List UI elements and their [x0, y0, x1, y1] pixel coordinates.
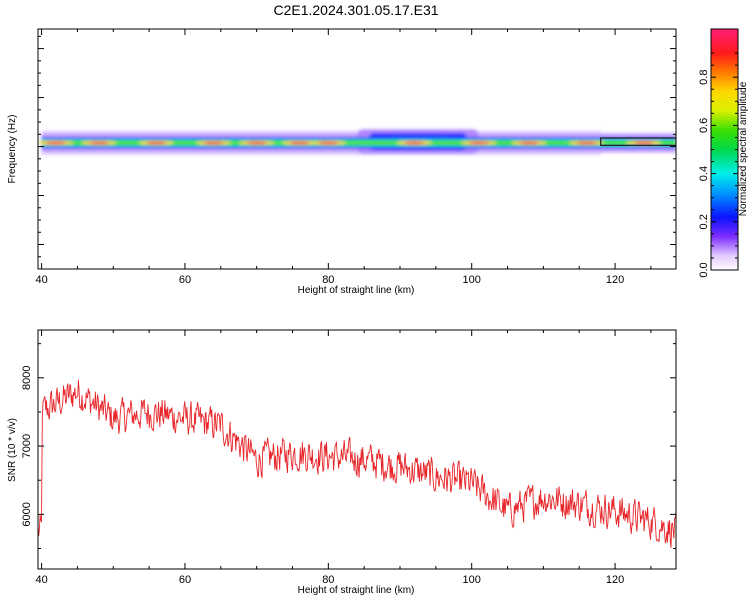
snr-axes [37, 329, 677, 570]
colorbar-gradient [711, 29, 738, 270]
colorbar: 0.0 0.2 0.4 0.6 0.8 Normalized spectral ampl… [698, 28, 749, 278]
band-peak [519, 141, 540, 145]
snr-tick-labels: 40 60 80 100 120 8000 7000 6000 [21, 366, 624, 586]
spectrogram-y-axis-label: Frequency (Hz) [7, 115, 18, 184]
colorbar-tick-label: 0.2 [698, 214, 710, 229]
x-tick-label: 80 [322, 274, 334, 286]
band-core-inner [41, 140, 676, 145]
snr-y-axis-label: SNR (10 * v/v) [7, 418, 18, 482]
band-peak [289, 141, 310, 145]
x-tick-label: 120 [606, 274, 624, 286]
x-tick-label: 60 [179, 274, 191, 286]
band-peak [318, 141, 339, 145]
spectrogram-x-axis-label: Height of straight line (km) [298, 285, 415, 296]
snr-panel: 40 60 80 100 120 8000 7000 6000 Height of strai… [7, 329, 677, 596]
spectrogram-panel: 40608010012040200-20-40 Height of straig… [7, 28, 677, 296]
band-peak [576, 141, 597, 145]
y-tick-label: 8000 [21, 366, 33, 390]
y-tick-label: 7000 [21, 434, 33, 458]
colorbar-tick-label: 0.6 [698, 118, 710, 133]
plot-frame [37, 28, 677, 270]
colorbar-tick-label: 0.0 [698, 262, 710, 277]
band-edge [600, 137, 676, 146]
plot-frame [37, 329, 677, 570]
x-tick-label: 40 [35, 574, 47, 586]
band-peak [468, 141, 489, 145]
band-peak [404, 141, 425, 145]
x-tick-label: 100 [463, 274, 481, 286]
band-peak [246, 141, 267, 145]
snr-plot-area [38, 379, 676, 548]
colorbar-tick-labels: 0.0 0.2 0.4 0.6 0.8 [698, 52, 738, 278]
colorbar-tick-label: 0.4 [698, 166, 710, 181]
band-peak [88, 141, 109, 145]
spectrogram-axes [37, 28, 677, 270]
band-peak [45, 141, 66, 145]
band-peak [146, 141, 167, 145]
x-tick-label: 100 [463, 574, 481, 586]
x-tick-label: 40 [35, 274, 47, 286]
spectrogram-plot-area [38, 129, 676, 156]
x-tick-label: 80 [322, 574, 334, 586]
x-tick-label: 120 [606, 574, 624, 586]
colorbar-label: Normalized spectral amplitude [738, 81, 749, 216]
band-peak [633, 141, 654, 145]
colorbar-tick-label: 0.8 [698, 70, 710, 85]
snr-series-line [38, 379, 676, 548]
x-tick-label: 60 [179, 574, 191, 586]
band-peak [203, 141, 224, 145]
spectrogram-tick-labels: 40608010012040200-20-40 [35, 274, 624, 286]
y-tick-label: 6000 [21, 502, 33, 526]
snr-x-axis-label: Height of straight line (km) [298, 585, 415, 596]
spectral-band [38, 129, 676, 156]
figure-title: C2E1.2024.301.05.17.E31 [273, 2, 438, 18]
